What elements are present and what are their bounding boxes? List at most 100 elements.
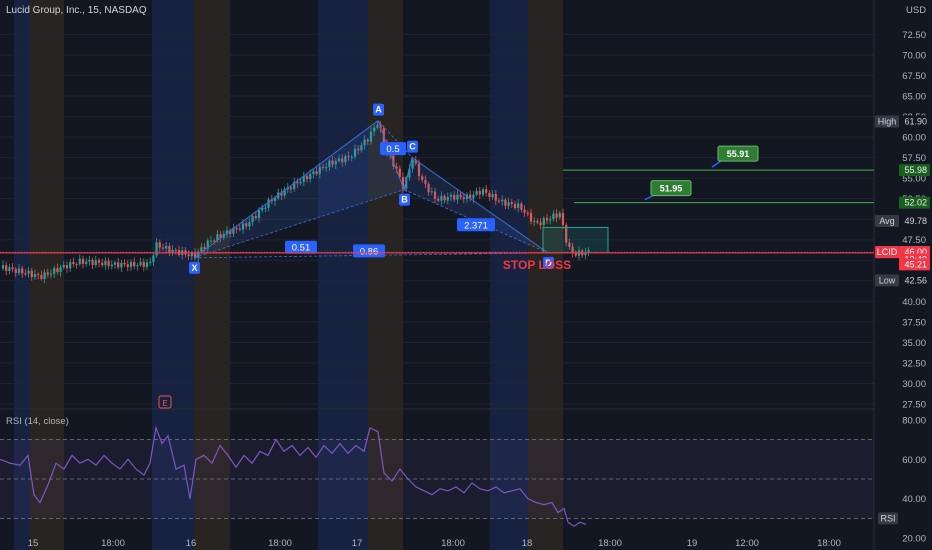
- candle-body: [536, 221, 539, 223]
- candle-body: [539, 222, 542, 225]
- candle-body: [53, 268, 56, 274]
- candle-body: [261, 207, 264, 211]
- candle-body: [347, 156, 350, 158]
- candle-body: [465, 194, 469, 200]
- time-axis[interactable]: 15 18:00 16 18:00 17 18:00 18 18:00 19 12:00 18:00: [28, 538, 841, 549]
- candle-body: [5, 265, 8, 271]
- candle-body: [59, 267, 62, 272]
- candle-body: [21, 268, 24, 274]
- price-tag-high-value: 61.90: [904, 116, 927, 126]
- candle-body: [472, 194, 475, 199]
- candle-body: [574, 253, 577, 256]
- candle-body: [501, 199, 504, 202]
- candle-body: [565, 224, 568, 243]
- candle-body: [318, 166, 321, 174]
- point-B-badge: [399, 193, 410, 206]
- candle-body: [421, 176, 424, 180]
- pattern-ratio-line-0: [193, 189, 405, 259]
- candle-body: [395, 166, 398, 169]
- point-A-badge: [373, 103, 384, 116]
- candle-body: [433, 191, 437, 199]
- candle-body: [430, 191, 433, 193]
- price-tag-high-value-box: [899, 115, 930, 128]
- candle-body: [81, 258, 85, 264]
- rsi-tick-2: 40.00: [902, 494, 926, 505]
- point-X-label: X: [191, 263, 197, 273]
- candle-body: [475, 191, 478, 195]
- candle-body: [321, 166, 325, 168]
- ratio-badge-3: [353, 244, 385, 258]
- candle-body: [526, 212, 529, 214]
- point-D-label: D: [545, 258, 552, 268]
- candle-body: [136, 265, 139, 267]
- candle-body: [443, 195, 446, 201]
- price-axis[interactable]: 72.5070.0067.5065.0062.5060.0057.5055.00…: [875, 30, 930, 545]
- candle-body: [251, 216, 254, 222]
- candle-body: [213, 240, 216, 242]
- candle-body: [245, 223, 248, 227]
- price-tag-low-label-box: [875, 274, 899, 287]
- symbol-title: Lucid Group, Inc., 15, NASDAQ: [6, 5, 147, 16]
- candle-body: [126, 264, 129, 268]
- time-tick-9: 12:00: [735, 538, 759, 549]
- candle-body: [88, 260, 91, 262]
- candle-body: [437, 198, 440, 201]
- price-tag-last-value: 45.21: [904, 259, 927, 269]
- candle-body: [571, 246, 574, 254]
- candle-body: [357, 148, 360, 151]
- candle-body: [200, 247, 203, 252]
- grid-lines: [0, 0, 875, 550]
- price-tick-13: 40.00: [902, 297, 926, 308]
- candle-body: [8, 267, 11, 271]
- candle-body: [405, 177, 408, 189]
- candle-body: [542, 218, 545, 225]
- candle-body: [555, 213, 558, 218]
- candle-body: [101, 262, 104, 266]
- candle-body: [193, 252, 197, 258]
- candle-body: [558, 213, 561, 218]
- candle-body: [174, 249, 177, 251]
- candle-body: [481, 189, 485, 195]
- price-tag-last-value-box: [899, 258, 930, 271]
- candle-body: [478, 191, 481, 195]
- candle-body: [97, 260, 101, 263]
- candle-body: [139, 261, 142, 266]
- candle-body: [27, 270, 30, 274]
- earnings-marker-box: [158, 395, 172, 409]
- candle-body: [113, 262, 117, 265]
- price-tag-lcid-value: 46.00: [904, 247, 927, 257]
- price-tick-18: 27.50: [902, 400, 926, 411]
- price-tag-target-1-value-box: [899, 196, 930, 209]
- point-D-badge: [543, 256, 554, 269]
- pattern-ratio-line-1: [377, 120, 413, 158]
- candle-body: [545, 218, 549, 221]
- candle-body: [360, 145, 363, 151]
- candle-body: [85, 261, 88, 264]
- candle-body: [369, 131, 373, 142]
- candle-body: [312, 171, 315, 175]
- currency-label: USD: [906, 5, 926, 16]
- candle-body: [334, 161, 337, 165]
- candle-body: [209, 240, 213, 242]
- price-tick-10: 47.50: [902, 235, 926, 246]
- candle-body: [14, 269, 17, 273]
- candle-body: [232, 228, 235, 234]
- candle-body: [510, 202, 513, 204]
- candle-body: [449, 195, 453, 197]
- candle-body: [561, 213, 565, 225]
- candle-body: [414, 159, 417, 164]
- ratio-label-0: 0.5: [386, 144, 399, 155]
- candle-body: [491, 194, 494, 198]
- candle-body: [107, 260, 110, 267]
- pattern-bcd-fill: [404, 157, 548, 253]
- price-tick-0: 72.50: [902, 30, 926, 41]
- candle-body: [94, 260, 97, 265]
- candle-body: [238, 228, 241, 230]
- candle-body: [497, 200, 501, 202]
- candle-body: [168, 246, 171, 253]
- rsi-tick-0: 80.00: [902, 415, 926, 426]
- candle-body: [363, 139, 366, 146]
- candle-body: [120, 262, 123, 268]
